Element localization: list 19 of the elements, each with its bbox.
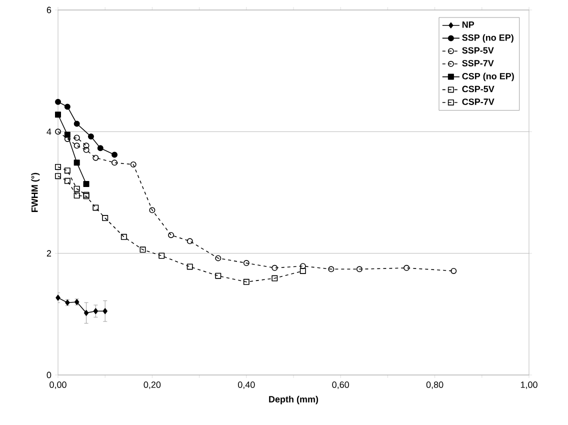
legend-label: CSP-7V <box>462 98 494 105</box>
x-tick-label: 0,20 <box>144 382 161 389</box>
x-tick-label: 0,80 <box>426 382 444 389</box>
x-tick-label: 1,00 <box>520 382 538 389</box>
y-axis-title: FWHM (°) <box>31 172 40 212</box>
legend-label: CSP-5V <box>462 86 494 92</box>
x-tick-label: 0,00 <box>50 382 66 389</box>
legend-label: SSP (no EP) <box>462 34 514 43</box>
legend-label: SSP-7V <box>462 60 494 66</box>
y-tick-label: 4 <box>46 128 52 135</box>
y-tick-label: 6 <box>46 6 52 14</box>
x-tick-label: 0,60 <box>332 382 350 389</box>
legend-label: SSP-5V <box>462 47 494 54</box>
legend-label: NP <box>462 22 474 28</box>
x-tick-label: 0,40 <box>238 382 255 389</box>
y-tick-label: 0 <box>46 372 52 378</box>
legend-label: CSP (no EP) <box>462 72 514 82</box>
x-axis-title: Depth (mm) <box>269 396 318 404</box>
y-tick-label: 2 <box>46 250 52 256</box>
